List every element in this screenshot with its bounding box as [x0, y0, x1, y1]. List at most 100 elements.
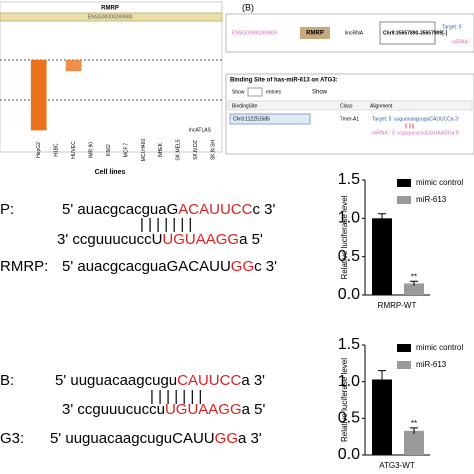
sequence: 3' ccguuucuccuUGUAAGGa 5': [62, 401, 265, 418]
y-axis-title: Relative luciferase level: [340, 195, 349, 279]
sequence: 3' ccguuucuccUUGUAAGGa 5': [57, 231, 263, 248]
sequence: 5' uuguacaagcuguCAUUGGa 3': [50, 430, 262, 447]
sequence-part: | | | | | | |: [140, 216, 192, 233]
legend-label: mimic control: [416, 178, 463, 187]
alignment-pairs: || ||||: [405, 123, 414, 129]
x-tick-label: H1BC: [54, 143, 60, 157]
info-mirna: miRNA:: [452, 39, 469, 45]
sequence-part: c 3': [252, 201, 275, 218]
x-tick-label: SK.N.DZ: [193, 140, 199, 160]
sequence-part: 5' uuguacaagcugu: [55, 372, 177, 389]
y-tick-label: 1.0: [338, 210, 360, 227]
sequence: | | | | | | |: [140, 216, 192, 233]
x-tick-label: NHEK: [158, 142, 164, 157]
gene-name: RMRP: [101, 6, 119, 12]
sequence-part: a 5': [239, 231, 263, 248]
sequence-part: a 3': [238, 430, 262, 447]
y-tick-label: 1.0: [338, 373, 360, 390]
sequence-part: 3' ccguuucuccu: [62, 401, 165, 418]
sequence-part: a 3': [241, 372, 265, 389]
col-header: Class: [340, 103, 353, 109]
entries-label: entries: [266, 89, 282, 95]
x-tick-label: MCI.H460: [141, 139, 147, 162]
alignment-mirna: miRNA : 3' ccguuucuccuUGUAAGGa 5': [372, 130, 460, 136]
x-tick-label: RMRP-WT: [378, 301, 417, 310]
sequence-part: CAUUCC: [177, 372, 241, 389]
x-tick-label: IMR.90: [88, 142, 94, 158]
col-header: Alignment: [370, 103, 393, 109]
sequence-part: c 3': [254, 258, 277, 275]
sequence-part: UGUAAGG: [162, 231, 239, 248]
info-class: lincRNA: [345, 30, 364, 36]
x-tick-label: MCF.7: [123, 143, 129, 158]
site-cell[interactable]: [229, 113, 311, 125]
error-bar: [378, 213, 386, 223]
bar: [404, 283, 424, 295]
sequence-part: ACAUUCC: [178, 201, 252, 218]
alignment-target: Target: 5' uuguacaagcuguCAUUCCa 3': [372, 116, 459, 122]
error-bar: [410, 427, 418, 434]
significance: **: [411, 272, 417, 281]
entries-select[interactable]: [247, 87, 263, 97]
error-bar: [410, 280, 418, 286]
legend-label: mimic control: [416, 343, 463, 352]
sequence: 5' auacgcacguaGACAUUCCc 3': [62, 201, 275, 218]
significance: **: [411, 419, 417, 428]
legend-swatch: [397, 196, 411, 204]
panel-label: (B): [242, 2, 254, 12]
bar: [404, 430, 424, 455]
y-tick-label: 0.0: [338, 286, 360, 303]
sequence-label: P:: [0, 201, 14, 218]
gene-tag: [300, 27, 330, 39]
bar: [65, 60, 82, 72]
show-right: Show: [312, 90, 328, 96]
show-label: Show: [232, 89, 245, 95]
site: Chr3:112251585: [233, 116, 270, 122]
legend-label: miR-613: [416, 360, 447, 369]
col-header: BindingSite: [232, 103, 258, 109]
bar: [372, 379, 392, 455]
gene-band: [0, 12, 223, 22]
sequence: | | | | | | |: [150, 388, 202, 405]
x-tick-label: ATG3-WT: [379, 461, 415, 470]
legend-label: miR-613: [416, 195, 447, 204]
x-tick-label: HUVEC: [71, 141, 77, 159]
legend-swatch: [397, 179, 411, 187]
info-location: Chr9:35657890-35657909[-]: [383, 30, 448, 36]
sequence-part: 3' ccguuucuccU: [57, 231, 162, 248]
y-tick-label: 0.5: [338, 248, 360, 265]
info-ensembl: ENSG00000269900: [232, 30, 277, 36]
site-class: 7mer-A1: [340, 116, 359, 122]
sequence-label: G3:: [0, 430, 24, 447]
legend-swatch: [397, 344, 411, 352]
sequence-part: | | | | | | |: [150, 388, 202, 405]
sequence-label: RMRP:: [0, 258, 48, 275]
y-tick-label: 1.5: [338, 336, 360, 353]
source: lncATLAS: [189, 127, 212, 133]
sequence-part: 5' auacgcacguaG: [62, 201, 178, 218]
sequence-part: GG: [215, 430, 238, 447]
y-tick-label: 1.5: [338, 171, 360, 188]
binding-title: Binding Site of has-miR-613 on ATG3:: [230, 78, 338, 84]
x-tick-label: SK.MEL5: [176, 139, 182, 160]
table-header: [227, 100, 473, 111]
info-target: Target: 5': [442, 24, 462, 30]
y-axis-title: Relative luciferase level: [340, 358, 349, 442]
sequence-part: a 5': [242, 401, 266, 418]
sequence-part: 5' auacgcacguaGACAUU: [62, 258, 231, 275]
bar: [372, 218, 392, 295]
sequence-label: B:: [0, 372, 14, 389]
bar: [30, 60, 47, 131]
sequence-part: 5' uuguacaagcuguCAUU: [50, 430, 215, 447]
sequence-part: GG: [231, 258, 254, 275]
x-axis-title: Cell lines: [95, 169, 126, 176]
x-tick-label: SK.N.SH: [211, 140, 217, 160]
location-box: [379, 21, 436, 45]
y-tick-label: 0.0: [338, 446, 360, 463]
sequence: 5' uuguacaagcuguCAUUCCa 3': [55, 372, 265, 389]
x-tick-label: HepG2: [36, 142, 42, 158]
sequence-part: UGUAAGG: [165, 401, 242, 418]
sequence: 5' auacgcacguaGACAUUGGc 3': [62, 258, 277, 275]
y-tick-label: 0.5: [338, 410, 360, 427]
legend-swatch: [397, 361, 411, 369]
